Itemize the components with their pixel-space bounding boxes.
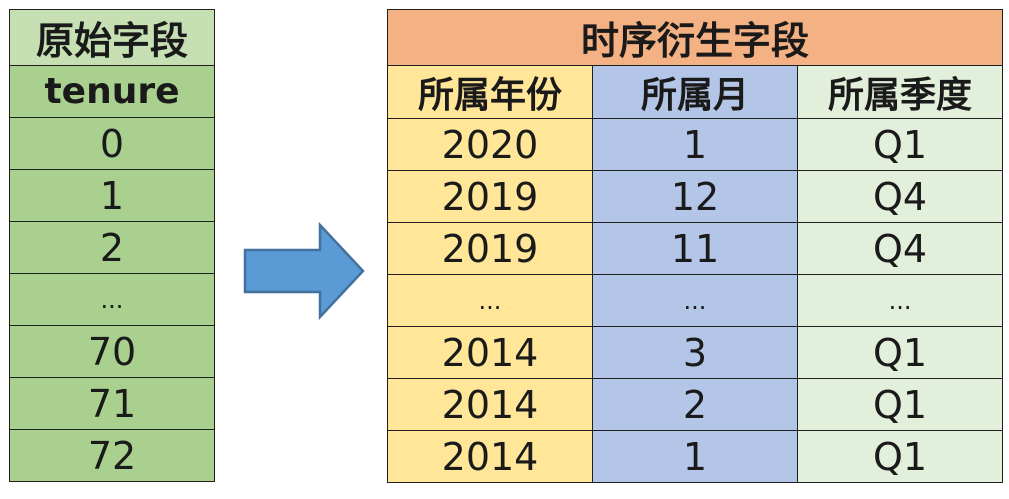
quarter-cell: Q4	[796, 222, 1004, 275]
quarter-cell: Q1	[796, 430, 1004, 483]
month-cell: 3	[592, 326, 798, 379]
table-row: 2019 12 Q4	[387, 170, 1004, 223]
right-arrow-icon	[243, 222, 365, 321]
table-row: 2020 1 Q1	[387, 118, 1004, 171]
table-row: 2014 3 Q1	[387, 326, 1004, 379]
table-row: 2019 11 Q4	[387, 222, 1004, 275]
year-cell: 2014	[387, 378, 593, 431]
year-cell: 2014	[387, 430, 593, 483]
source-cell: 70	[9, 325, 215, 378]
quarter-cell: Q1	[796, 378, 1004, 431]
month-cell: 2	[592, 378, 798, 431]
year-cell: 2019	[387, 222, 593, 275]
derived-field-table: 时序衍生字段 所属年份 所属月 所属季度 2020 1 Q1 2019 12 Q…	[386, 9, 1004, 483]
year-cell-ellipsis: ...	[387, 274, 593, 327]
month-cell: 1	[592, 118, 798, 171]
arrow-shape	[243, 222, 365, 321]
source-cell: 1	[9, 169, 215, 222]
column-header-month: 所属月	[592, 65, 798, 119]
column-header-quarter: 所属季度	[796, 65, 1004, 119]
source-column-header: tenure	[9, 65, 215, 118]
quarter-cell: Q1	[796, 326, 1004, 379]
year-cell: 2019	[387, 170, 593, 223]
table-row: 2014 1 Q1	[387, 430, 1004, 483]
month-cell: 1	[592, 430, 798, 483]
derived-table-title: 时序衍生字段	[386, 9, 1004, 66]
table-row: 2014 2 Q1	[387, 378, 1004, 431]
month-cell: 11	[592, 222, 798, 275]
month-cell-ellipsis: ...	[592, 274, 798, 327]
quarter-cell: Q1	[796, 118, 1004, 171]
quarter-cell: Q4	[796, 170, 1004, 223]
table-row: ... ... ...	[387, 274, 1004, 327]
source-table-title: 原始字段	[9, 9, 215, 66]
source-cell: 2	[9, 221, 215, 274]
source-field-table: 原始字段 tenure 0 1 2 ... 70 71 72	[9, 9, 215, 482]
quarter-cell-ellipsis: ...	[796, 274, 1004, 327]
column-header-year: 所属年份	[387, 65, 593, 119]
year-cell: 2014	[387, 326, 593, 379]
source-cell-ellipsis: ...	[9, 273, 215, 326]
source-cell: 71	[9, 377, 215, 430]
month-cell: 12	[592, 170, 798, 223]
source-cell: 72	[9, 429, 215, 482]
source-cell: 0	[9, 117, 215, 170]
year-cell: 2020	[387, 118, 593, 171]
